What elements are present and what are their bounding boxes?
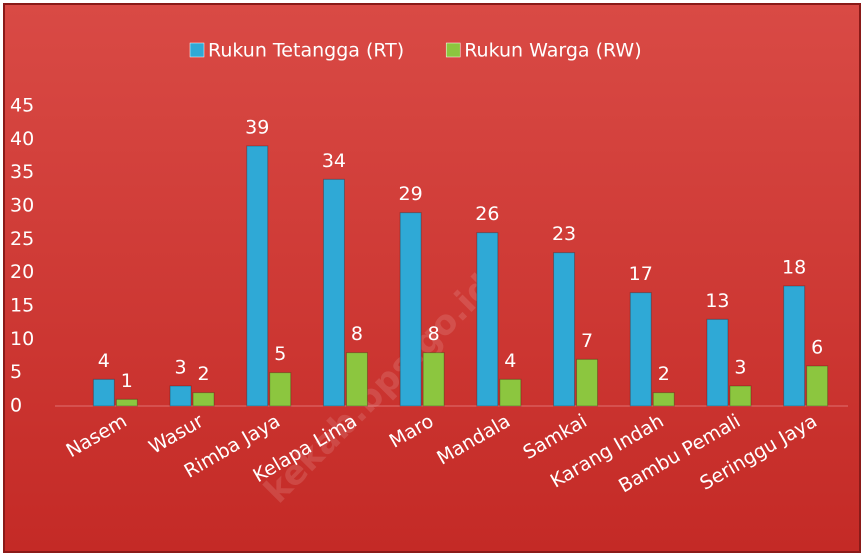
bar: [422, 352, 445, 407]
data-label: 13: [705, 290, 729, 312]
data-label: 3: [734, 357, 746, 379]
y-tick-label: 45: [10, 95, 34, 117]
bar: [652, 392, 675, 407]
data-label: 7: [581, 330, 593, 352]
bar: [806, 365, 829, 407]
data-label: 4: [504, 350, 516, 372]
data-label: 1: [121, 370, 133, 392]
legend-swatch: [445, 42, 461, 58]
legend-label: Rukun Tetangga (RT): [208, 40, 404, 62]
data-label: 5: [274, 343, 286, 365]
bar: [192, 392, 215, 407]
data-label: 26: [475, 203, 499, 225]
bar: [476, 232, 499, 407]
y-tick-label: 0: [10, 395, 22, 417]
y-tick-label: 5: [10, 361, 22, 383]
bar: [706, 318, 729, 407]
data-label: 8: [428, 323, 440, 345]
bar: [115, 398, 138, 407]
data-label: 3: [175, 357, 187, 379]
bar: [576, 358, 599, 407]
chart-background: [3, 3, 861, 553]
bar: [322, 178, 345, 407]
y-tick-label: 30: [10, 195, 34, 217]
data-label: 4: [98, 350, 110, 372]
y-tick-label: 35: [10, 161, 34, 183]
y-tick-label: 40: [10, 128, 34, 150]
y-tick-label: 25: [10, 228, 34, 250]
bar: [269, 372, 292, 407]
bar: [629, 292, 652, 407]
bar: [399, 212, 422, 407]
data-label: 29: [399, 183, 423, 205]
bar: [729, 385, 752, 407]
bar: [783, 285, 806, 407]
data-label: 6: [811, 337, 823, 359]
bar: [345, 352, 368, 407]
bar: [246, 145, 269, 407]
data-label: 18: [782, 257, 806, 279]
y-tick-label: 10: [10, 328, 34, 350]
data-label: 23: [552, 223, 576, 245]
y-tick-label: 15: [10, 295, 34, 317]
data-label: 8: [351, 323, 363, 345]
bar: [92, 378, 115, 407]
bar: [169, 385, 192, 407]
legend-swatch: [189, 42, 205, 58]
data-label: 34: [322, 150, 346, 172]
data-label: 39: [245, 117, 269, 139]
legend-label: Rukun Warga (RW): [464, 40, 641, 62]
data-label: 17: [629, 263, 653, 285]
bar: [553, 252, 576, 407]
data-label: 2: [658, 363, 670, 385]
y-tick-label: 20: [10, 261, 34, 283]
data-label: 2: [198, 363, 210, 385]
bar: [499, 378, 522, 407]
